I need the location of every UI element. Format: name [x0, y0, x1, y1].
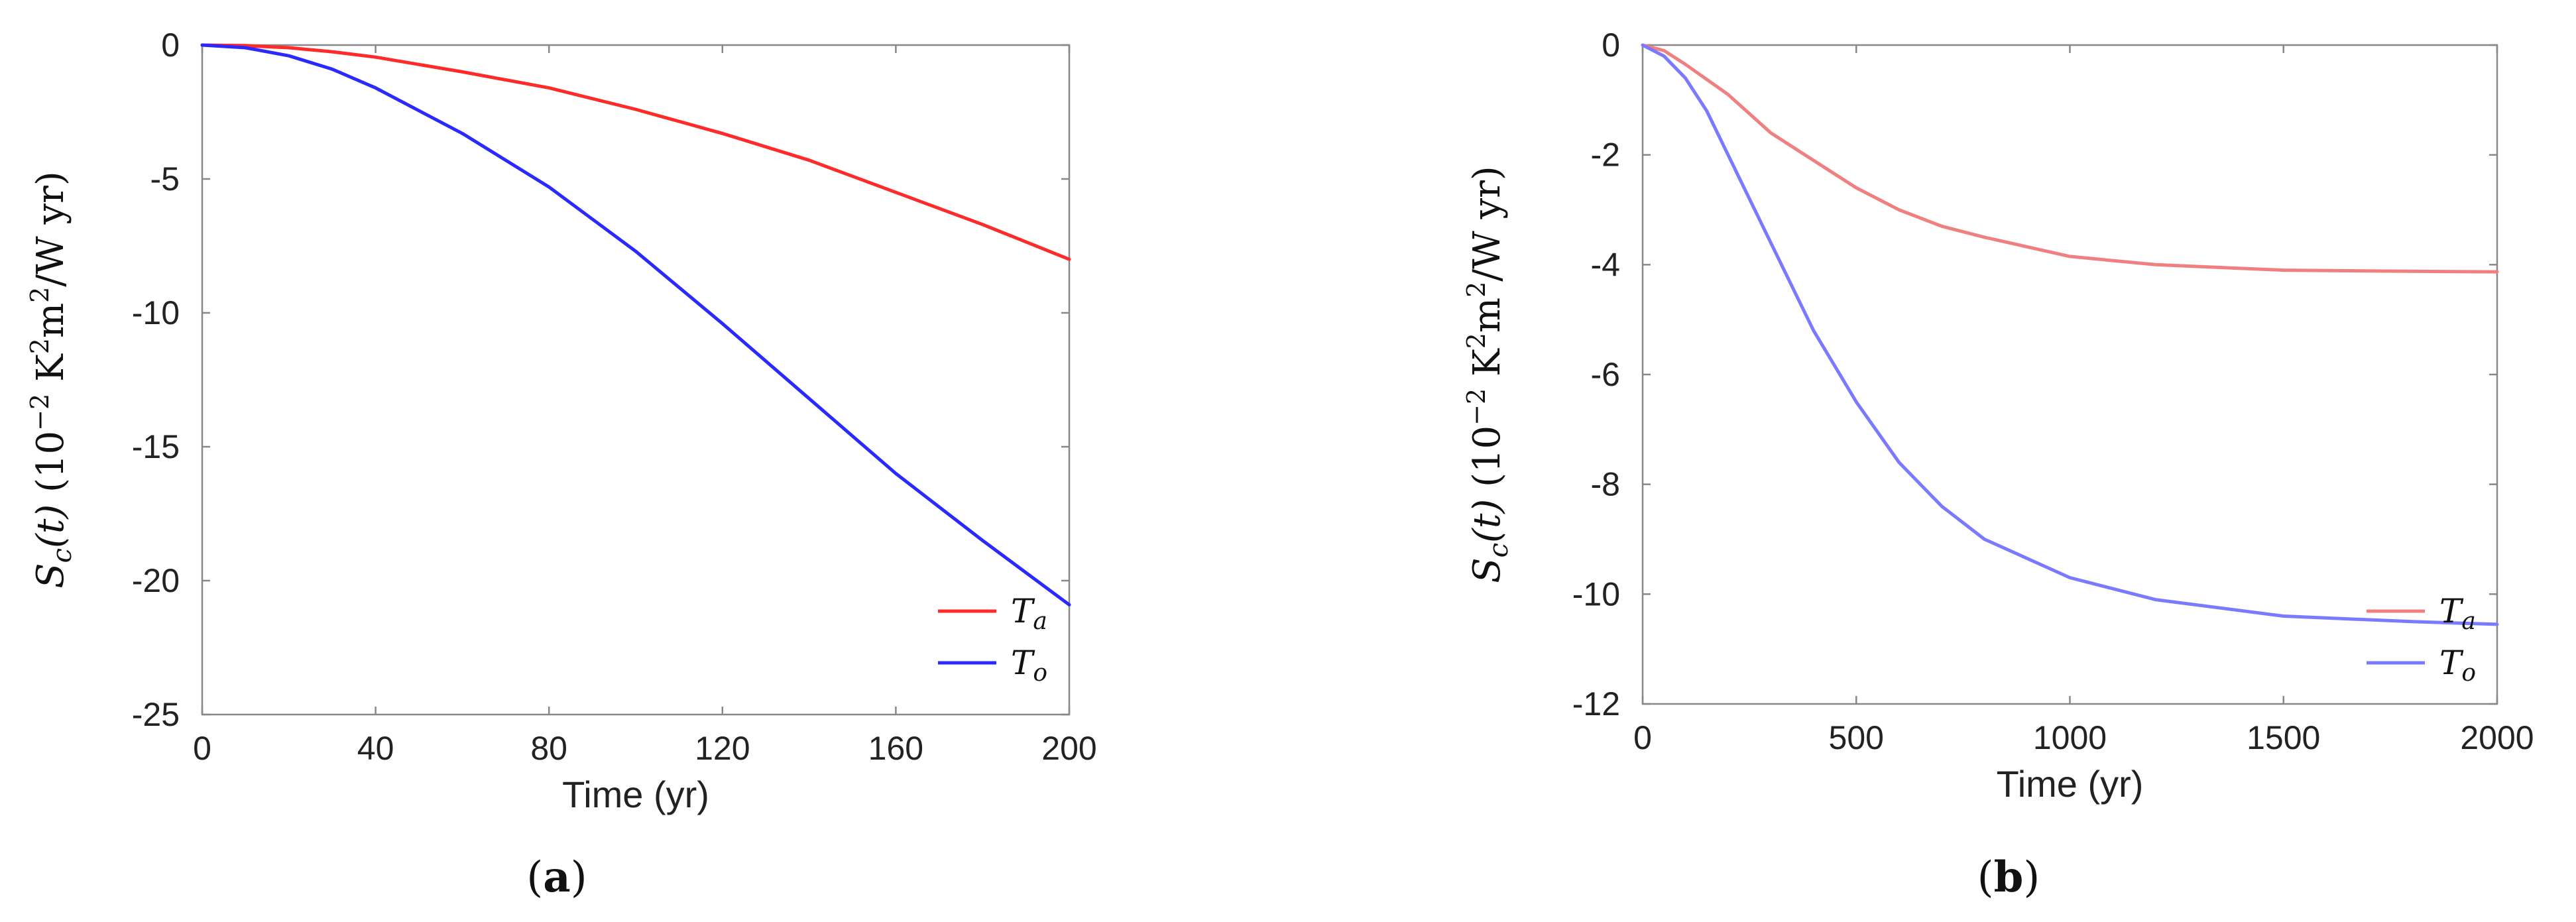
series-line-Ta	[1641, 43, 2499, 274]
ylabel-base: (10	[1466, 426, 1509, 499]
ylabel-tail: /W yr)	[1466, 166, 1509, 281]
ylabel-exp: −2	[25, 394, 54, 431]
y-tick-label: -10	[132, 294, 180, 331]
legend-subscript: o	[1033, 660, 1047, 687]
y-tick-label: -2	[1591, 137, 1620, 174]
x-tick-label: 2000	[2460, 719, 2534, 756]
y-tick-label: -8	[1591, 466, 1620, 503]
x-tick-label: 1000	[2033, 719, 2107, 756]
x-tick-label: 120	[695, 730, 750, 767]
ylabel-m: m	[29, 303, 72, 338]
caption-paren: )	[571, 853, 587, 902]
x-tick-label: 40	[357, 730, 394, 767]
y-tick-label: -12	[1572, 685, 1620, 722]
series-line-To	[200, 43, 1071, 606]
legend-symbol: T	[2439, 592, 2464, 630]
legend-symbol: T	[1011, 644, 1035, 682]
x-tick-label: 160	[868, 730, 923, 767]
legend-entry: To	[1011, 644, 1047, 687]
y-tick-label: -25	[132, 696, 180, 733]
ylabel-exp: 2	[1462, 333, 1491, 349]
x-tick-label: 500	[1829, 719, 1884, 756]
legend-subscript: a	[1033, 608, 1047, 635]
ylabel-t: (t)	[1466, 499, 1509, 543]
ylabel-exp: 2	[25, 287, 54, 303]
ylabel-m: m	[1466, 298, 1509, 333]
y-tick-label: 0	[1602, 27, 1620, 64]
ylabel-s: S	[1466, 557, 1509, 583]
ylabel-exp: −2	[1462, 388, 1491, 426]
series-line-To	[1641, 43, 2499, 626]
caption-paren: (	[526, 853, 543, 902]
legend-entry: Ta	[1011, 592, 1047, 635]
legend-symbol: T	[1011, 592, 1035, 630]
x-tick-label: 0	[1633, 719, 1652, 756]
x-tick-label: 80	[530, 730, 567, 767]
y-tick-label: -5	[150, 160, 180, 198]
panel-caption: (a)	[526, 852, 587, 902]
legend-subscript: a	[2461, 608, 2475, 635]
y-tick-label: -4	[1591, 246, 1620, 283]
caption-paren: (	[1977, 853, 1994, 902]
y-tick-label: 0	[161, 27, 180, 64]
ylabel-exp: 2	[25, 338, 54, 354]
ylabel-unit: K	[29, 353, 72, 394]
ylabel-base: (10	[29, 431, 72, 504]
ylabel-sub: c	[47, 548, 78, 563]
ylabel-tail: /W yr)	[29, 171, 72, 286]
ylabel-sub: c	[1484, 543, 1514, 557]
legend-entry: Ta	[2439, 592, 2476, 635]
series-line-Ta	[200, 43, 1071, 261]
x-tick-label: 0	[193, 730, 211, 767]
caption-paren: )	[2023, 853, 2040, 902]
plot-frame	[201, 44, 1071, 716]
chart-panel-b: 0 500 1000 1500 20000-2-4-6-8-10-12TaToTime …	[1462, 27, 2534, 902]
x-axis-label: Time (yr)	[562, 774, 709, 815]
legend-subscript: o	[2461, 660, 2476, 687]
y-tick-label: -6	[1591, 356, 1620, 393]
y-axis-label: Sc(t) (10−2 K2m2/W yr)	[1462, 166, 1514, 583]
ylabel-unit: K	[1466, 348, 1509, 388]
ylabel-t: (t)	[29, 504, 72, 548]
caption-letter: a	[543, 852, 570, 902]
ylabel-exp: 2	[1462, 282, 1491, 298]
panel-caption: (b)	[1977, 852, 2040, 902]
y-tick-label: -20	[132, 562, 180, 599]
x-axis-label: Time (yr)	[1997, 763, 2144, 805]
legend-entry: To	[2439, 644, 2476, 687]
y-axis-label: Sc(t) (10−2 K2m2/W yr)	[25, 171, 78, 589]
y-tick-label: -10	[1572, 575, 1620, 612]
caption-letter: b	[1994, 852, 2024, 902]
ylabel-s: S	[29, 563, 72, 588]
legend-symbol: T	[2439, 644, 2464, 682]
x-tick-label: 200	[1041, 730, 1096, 767]
x-tick-label: 1500	[2247, 719, 2320, 756]
y-tick-label: -15	[132, 428, 180, 465]
plot-frame	[1641, 44, 2498, 705]
